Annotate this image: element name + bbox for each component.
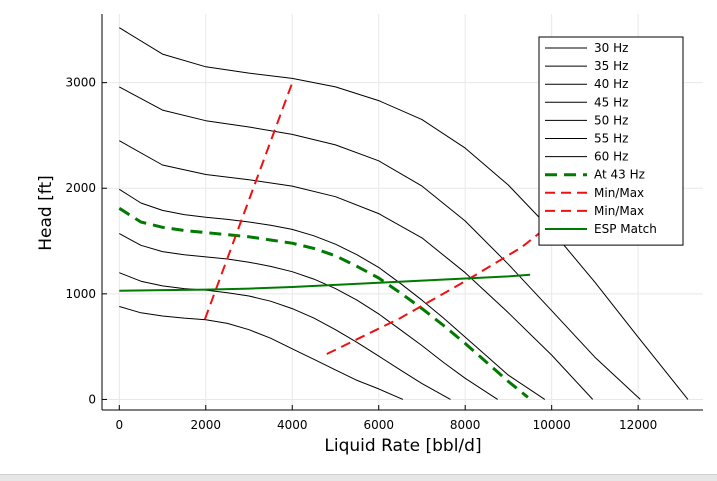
legend-label-40-hz-2: 40 Hz bbox=[594, 77, 628, 91]
legend-label-at-43-hz-7: At 43 Hz bbox=[594, 168, 645, 182]
x-tick-label: 6000 bbox=[363, 418, 394, 432]
window-bottom-edge bbox=[0, 474, 717, 481]
y-tick-label: 0 bbox=[88, 392, 96, 406]
y-tick-label: 2000 bbox=[65, 181, 96, 195]
legend: 30 Hz 35 Hz 40 Hz 45 Hz 50 Hz 55 Hz 60 Hz At 43… bbox=[538, 36, 684, 246]
axes bbox=[101, 14, 703, 411]
legend-label-60-hz-6: 60 Hz bbox=[594, 150, 628, 164]
series-line-45-hz-3 bbox=[119, 188, 546, 400]
series-line-50-hz-4 bbox=[119, 140, 594, 400]
series-line-35-hz-1 bbox=[119, 272, 451, 400]
series-line-esp-match-10 bbox=[119, 273, 531, 292]
legend-label-55-hz-5: 55 Hz bbox=[594, 132, 628, 146]
legend-label-45-hz-3: 45 Hz bbox=[594, 95, 628, 109]
x-tick-label: 10000 bbox=[533, 418, 571, 432]
legend-label-min-max-8: Min/Max bbox=[594, 186, 644, 200]
series-line-min-max-9 bbox=[326, 224, 551, 355]
x-tick-label: 2000 bbox=[190, 418, 221, 432]
legend-label-30-hz-0: 30 Hz bbox=[594, 41, 628, 55]
series-line-at-43-hz-7 bbox=[118, 207, 529, 399]
pump-curve-chart: 0 2000 4000 6000 8000 10000 12000 0 1000 2000 3000… bbox=[36, 14, 703, 456]
tick-labels: 0 2000 4000 6000 8000 10000 12000 0 1000 2000 3000 bbox=[65, 76, 657, 432]
series-line-30-hz-0 bbox=[119, 306, 404, 400]
series-group bbox=[118, 27, 689, 400]
x-tick-label: 4000 bbox=[277, 418, 308, 432]
series-line-60-hz-6 bbox=[119, 27, 689, 400]
x-tick-label: 0 bbox=[115, 418, 123, 432]
y-tick-label: 1000 bbox=[65, 287, 96, 301]
y-axis-title: Head [ft] bbox=[36, 175, 56, 250]
x-axis-title: Liquid Rate [bbl/d] bbox=[324, 436, 481, 456]
x-tick-label: 8000 bbox=[450, 418, 481, 432]
series-line-55-hz-5 bbox=[119, 86, 641, 400]
legend-label-35-hz-1: 35 Hz bbox=[594, 59, 628, 73]
y-tick-label: 3000 bbox=[65, 76, 96, 90]
legend-label-min-max-9: Min/Max bbox=[594, 204, 644, 218]
legend-label-50-hz-4: 50 Hz bbox=[594, 113, 628, 127]
legend-label-esp-match-10: ESP Match bbox=[594, 222, 657, 236]
series-line-min-max-8 bbox=[203, 80, 295, 320]
series-line-40-hz-2 bbox=[119, 233, 498, 400]
x-tick-label: 12000 bbox=[619, 418, 657, 432]
